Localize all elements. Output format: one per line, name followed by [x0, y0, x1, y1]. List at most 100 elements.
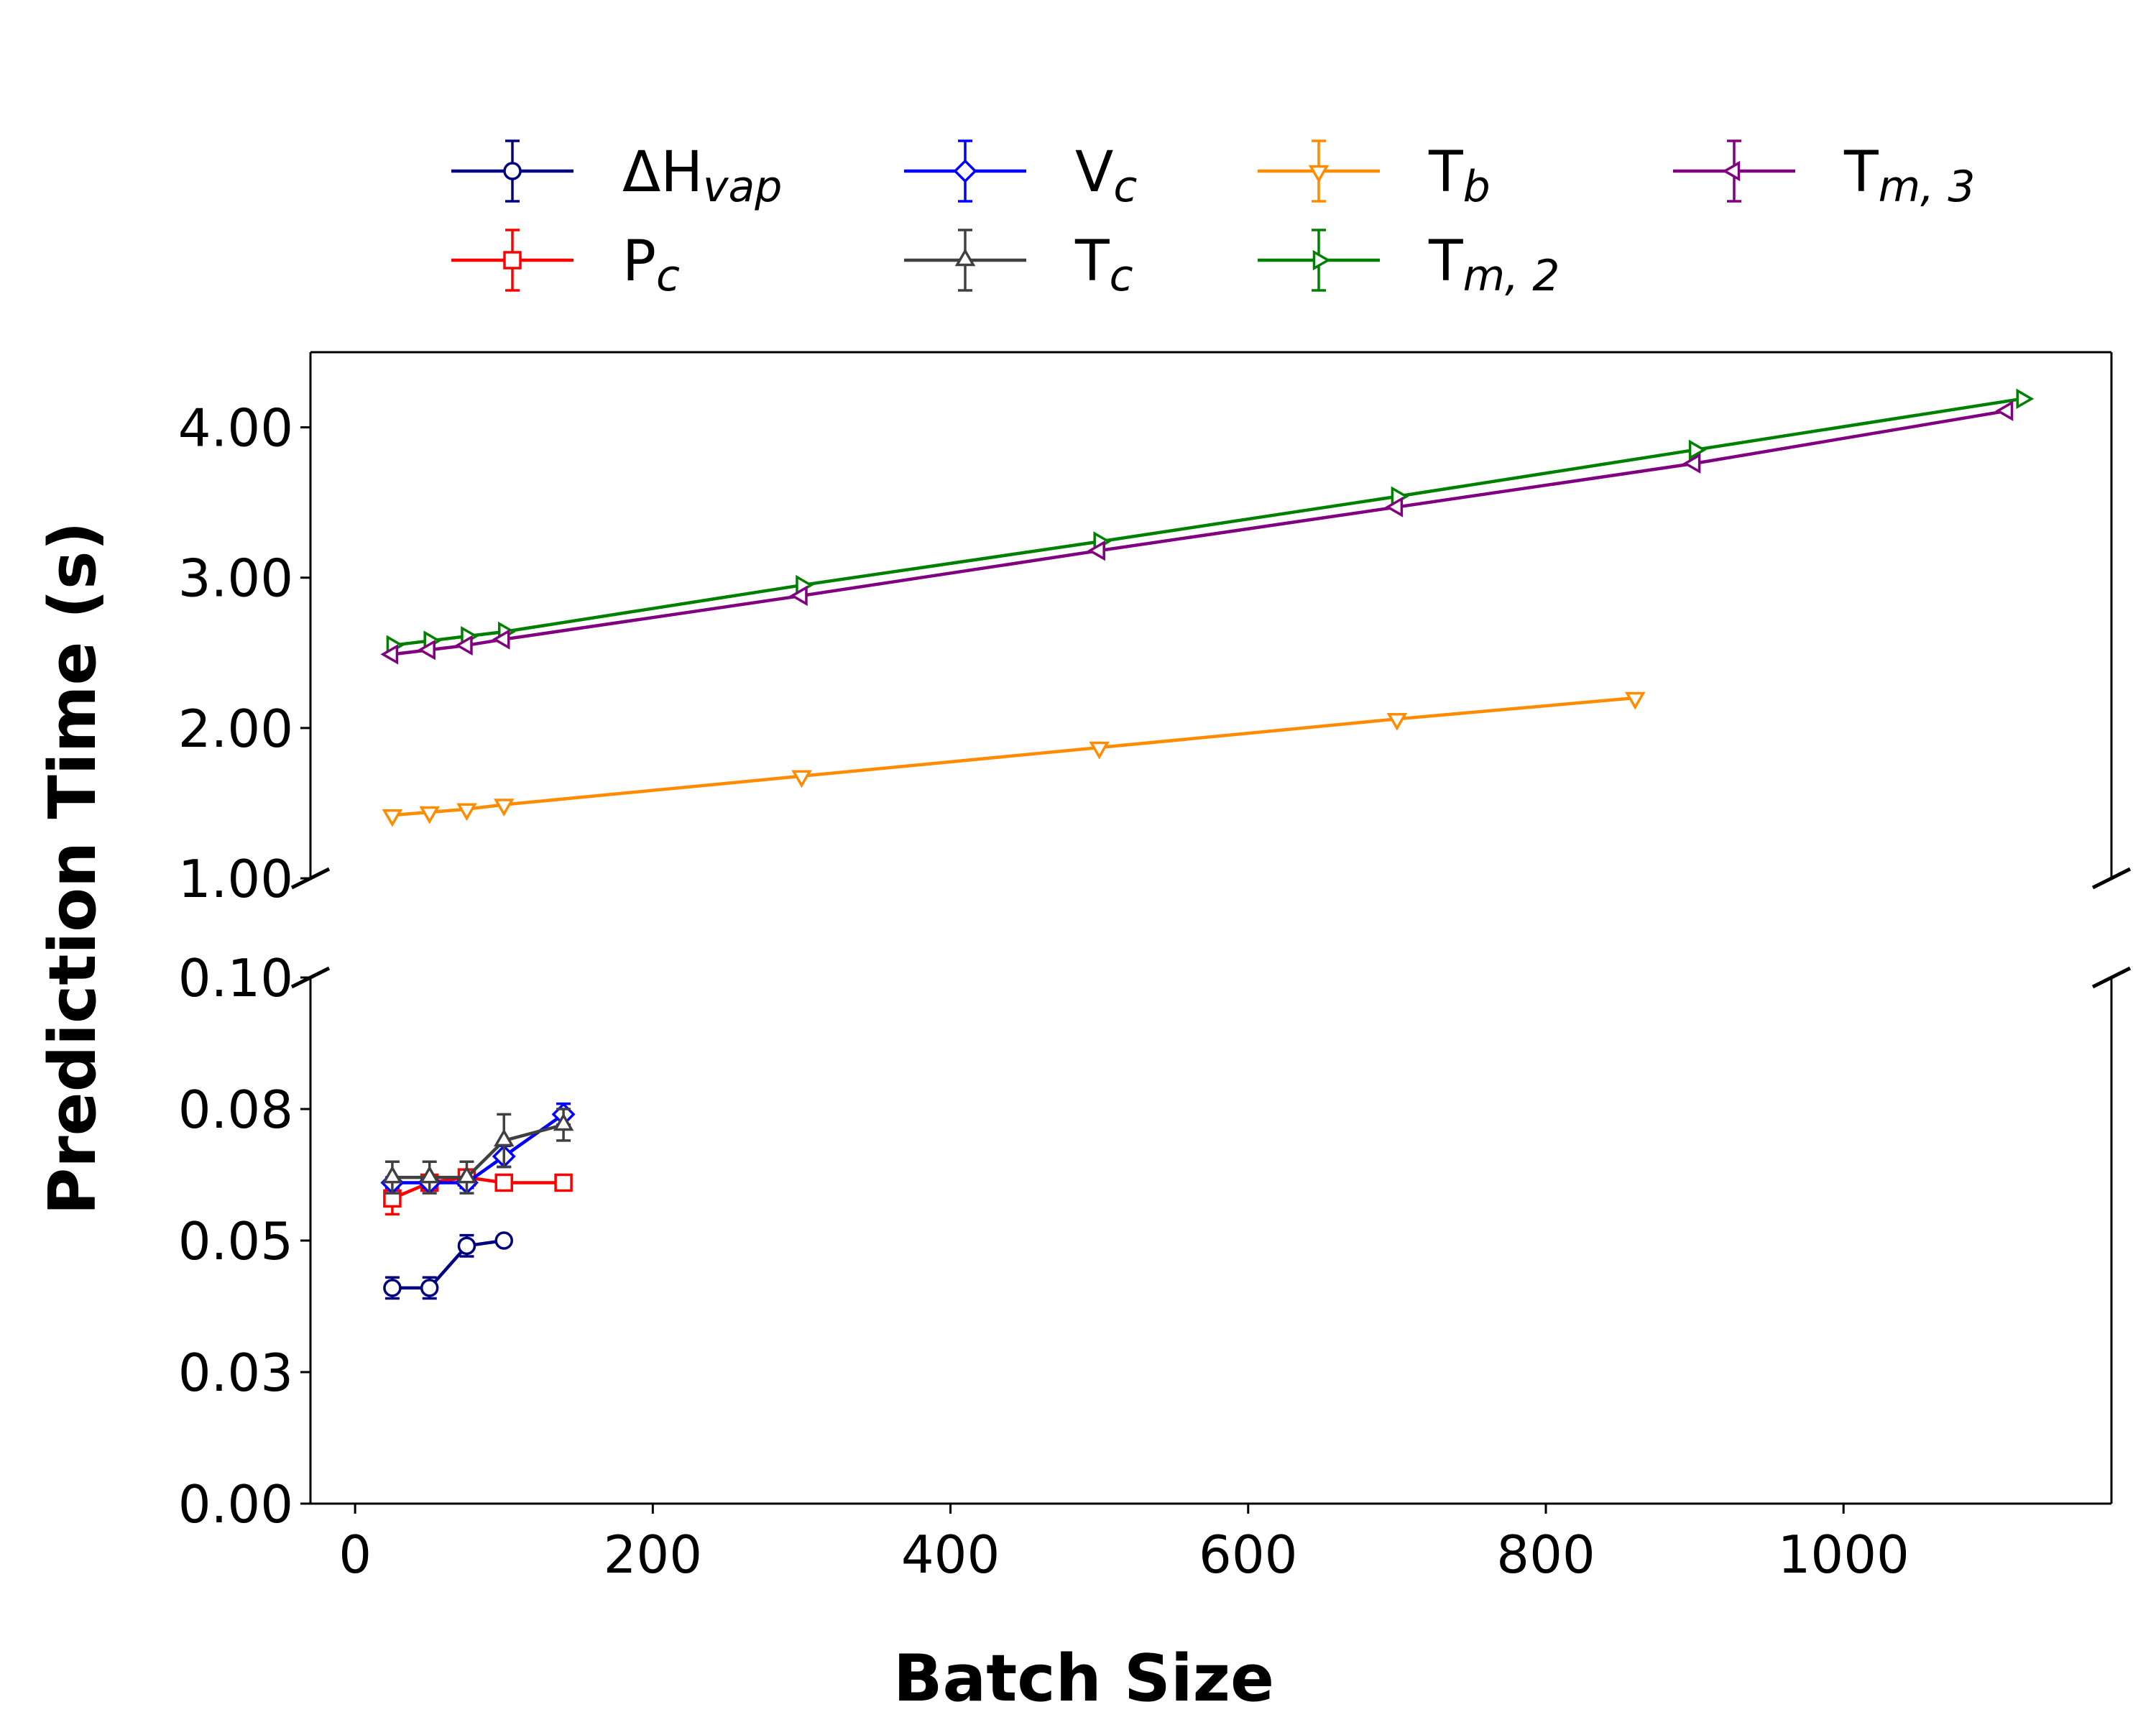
upper-series-layer	[380, 388, 2035, 827]
data-point	[456, 1165, 477, 1184]
legend-label-main: ΔH	[622, 140, 703, 205]
data-point	[420, 1279, 439, 1297]
legend-label: Tc	[1074, 229, 1133, 301]
data-point	[418, 639, 436, 661]
y-tick-label: 1.00	[178, 849, 293, 909]
data-point	[493, 1128, 515, 1147]
data-point	[789, 585, 808, 607]
series-line	[392, 696, 1636, 817]
x-axis: 0 200 400 600 800 1000	[338, 1504, 1909, 1585]
legend-label: Pc	[622, 229, 680, 301]
legend-item-4: Tb	[1258, 139, 1491, 212]
upper-panel: 1.00 2.00 3.00 4.00	[178, 351, 2132, 909]
lower-series-layer	[380, 1102, 576, 1300]
data-point	[494, 1231, 513, 1250]
data-point	[457, 1236, 476, 1256]
legend-label-main: P	[622, 229, 656, 294]
series-line	[392, 397, 2023, 648]
series-line	[392, 409, 2008, 656]
x-tick-label: 400	[901, 1524, 1000, 1585]
data-point	[492, 629, 510, 650]
data-point	[954, 248, 976, 267]
legend-label-main: T	[1428, 229, 1463, 294]
y-tick-label: 3.00	[178, 548, 293, 609]
legend-label: Vc	[1075, 140, 1137, 212]
x-tick-label: 200	[604, 1524, 702, 1585]
legend-item-5: Tm, 2	[1258, 229, 1560, 301]
data-point	[382, 809, 403, 827]
data-point	[382, 1165, 403, 1184]
data-point	[1682, 453, 1701, 474]
x-tick-label: 600	[1199, 1524, 1297, 1585]
series-3	[382, 1108, 574, 1195]
data-point	[554, 1173, 573, 1192]
data-point	[1089, 741, 1110, 760]
axis-break-mark	[2091, 867, 2132, 890]
series-5	[386, 388, 2035, 656]
data-point	[383, 1279, 402, 1297]
data-point	[553, 1113, 574, 1131]
data-point	[1087, 540, 1105, 561]
data-point	[503, 162, 522, 180]
legend-item-1: Pc	[451, 229, 680, 301]
x-tick-label: 0	[338, 1524, 372, 1585]
data-point	[419, 1165, 440, 1184]
legend-label: Tb	[1428, 140, 1491, 212]
y-tick-label: 4.00	[178, 398, 293, 459]
legend-label-subscript: vap	[703, 162, 782, 212]
legend-label-main: T	[1074, 229, 1110, 294]
data-point	[953, 159, 977, 183]
series-4	[382, 691, 1646, 827]
x-axis-title: Batch Size	[893, 1641, 1274, 1716]
data-point	[454, 635, 473, 656]
y-tick-label: 0.03	[178, 1343, 293, 1403]
data-point	[2016, 388, 2035, 410]
data-point	[380, 644, 399, 665]
legend-label-subscript: c	[1113, 162, 1137, 212]
data-point	[494, 1173, 513, 1192]
series-6	[380, 400, 2014, 665]
upper-axes: 1.00 2.00 3.00 4.00	[178, 351, 2132, 909]
legend-label-main: T	[1843, 140, 1879, 205]
legend-label-subscript: m, 3	[1879, 162, 1976, 212]
legend-item-2: Vc	[904, 139, 1137, 212]
x-tick-label: 1000	[1778, 1524, 1909, 1585]
series-line	[392, 1238, 505, 1290]
legend-label: Tm, 2	[1428, 229, 1560, 301]
data-point	[1624, 691, 1646, 710]
legend-label-main: V	[1075, 140, 1113, 205]
legend: ΔHvap Vc Tb Tm, 3Pc Tc Tm, 2	[451, 139, 1976, 301]
data-point	[503, 251, 522, 270]
series-line	[392, 1175, 564, 1200]
series-line	[392, 1113, 565, 1184]
data-point	[791, 770, 812, 788]
series-0	[383, 1231, 513, 1300]
lower-panel: 0.00 0.03 0.05 0.08 0.10	[178, 948, 2132, 1535]
data-point	[1312, 249, 1331, 271]
legend-label-subscript: b	[1463, 162, 1491, 212]
data-point	[419, 806, 440, 824]
y-tick-label: 0.10	[178, 948, 293, 1008]
legend-label: ΔHvap	[622, 140, 782, 212]
data-point	[1385, 497, 1404, 518]
data-point	[456, 803, 477, 822]
y-tick-label: 2.00	[178, 699, 293, 759]
lower-axes: 0.00 0.03 0.05 0.08 0.10	[178, 948, 2132, 1535]
legend-item-3: Tc	[904, 229, 1133, 301]
y-tick-label: 0.05	[178, 1211, 293, 1271]
legend-label-subscript: c	[1110, 251, 1133, 301]
data-point	[1688, 439, 1707, 461]
legend-label-subscript: m, 2	[1463, 251, 1560, 301]
data-point	[1386, 713, 1408, 731]
y-tick-label: 0.08	[178, 1080, 293, 1140]
data-point	[1722, 160, 1741, 182]
legend-label-subscript: c	[656, 251, 680, 301]
y-axis-title: Prediction Time (s)	[35, 521, 111, 1215]
data-point	[1995, 400, 2014, 421]
data-point	[1308, 165, 1330, 183]
legend-item-0: ΔHvap	[451, 139, 782, 212]
x-tick-label: 800	[1496, 1524, 1595, 1585]
legend-label-main: T	[1428, 140, 1463, 205]
data-point	[493, 799, 515, 817]
